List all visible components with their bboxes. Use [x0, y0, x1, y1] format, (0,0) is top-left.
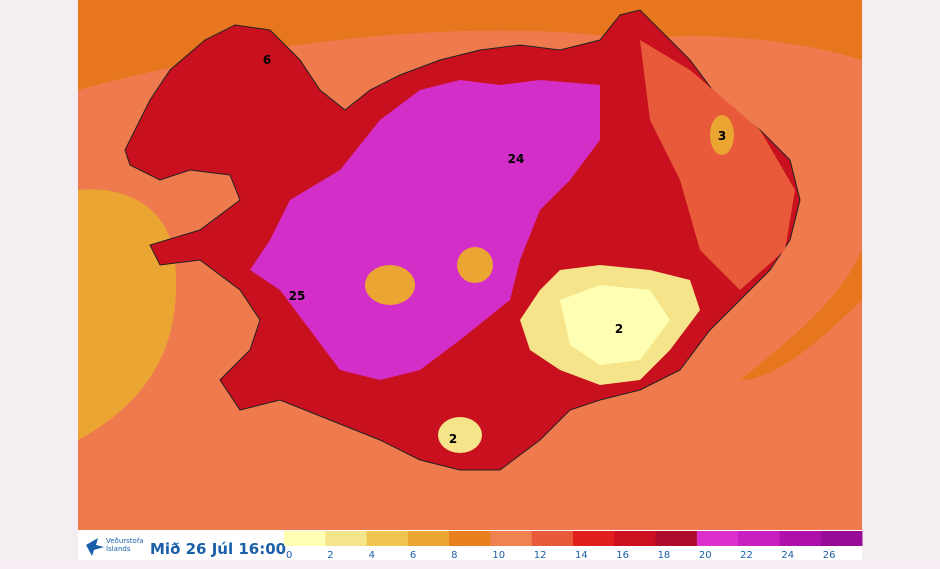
legend-swatch	[779, 531, 822, 546]
map-label: 2	[449, 432, 457, 446]
glacier-core	[560, 285, 670, 365]
legend-label: 24	[781, 550, 794, 561]
warm-interior	[250, 80, 600, 380]
legend-swatch	[449, 531, 491, 546]
east-region	[640, 40, 795, 290]
logo-text: Íslands	[106, 544, 131, 553]
legend-label: 26	[823, 550, 836, 561]
timestamp: Mið 26 Júl 16:00	[150, 540, 286, 558]
legend-swatch	[820, 531, 863, 546]
legend-label: 4	[369, 550, 375, 561]
map-label: 3	[718, 129, 726, 143]
legend-label: 22	[740, 550, 753, 561]
legend-swatch	[490, 531, 533, 546]
legend-label: 16	[616, 550, 629, 561]
legend-label: 0	[286, 550, 292, 561]
legend-swatch	[614, 531, 657, 546]
legend-label: 18	[658, 550, 671, 561]
glacier	[438, 417, 482, 453]
glacier	[365, 265, 415, 305]
legend-label: 8	[451, 550, 457, 561]
legend-swatch	[696, 531, 739, 546]
sea-yellow	[78, 189, 177, 440]
logo-text: Veðurstofa	[106, 537, 144, 545]
legend-swatch	[407, 531, 450, 546]
map-label: 24	[508, 152, 525, 166]
highland	[710, 115, 734, 155]
logo-icon	[86, 538, 104, 556]
legend-swatch	[531, 531, 574, 546]
map-label: 6	[263, 53, 271, 67]
legend-label: 20	[699, 550, 712, 561]
legend-label: 12	[534, 550, 547, 561]
legend-swatch	[366, 531, 409, 546]
legend-swatch	[738, 531, 780, 546]
warm-band	[78, 0, 862, 90]
warm-band	[740, 250, 862, 380]
glacier	[457, 247, 493, 283]
map-label: 25	[289, 289, 306, 303]
legend-swatch	[325, 531, 368, 546]
map-label: 2	[615, 322, 623, 336]
legend-label: 10	[492, 550, 505, 561]
legend-label: 6	[410, 550, 416, 561]
legend-label: 2	[327, 550, 333, 561]
legend-label: 14	[575, 550, 588, 561]
legend-swatch	[573, 531, 615, 546]
legend-swatch	[284, 531, 326, 546]
legend-swatch	[655, 531, 698, 546]
